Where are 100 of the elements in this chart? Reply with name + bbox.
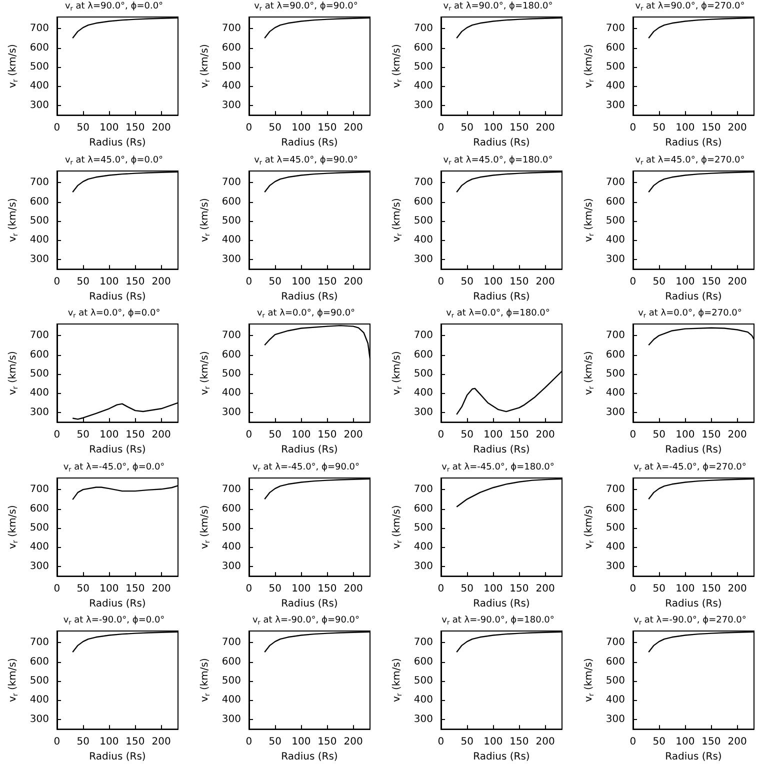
y-tick-label: 500 <box>222 522 241 534</box>
x-tick-label: 200 <box>152 736 171 748</box>
y-tick-label: 500 <box>30 368 49 380</box>
x-axis-title: Radius (Rs) <box>281 291 338 302</box>
x-tick-label: 50 <box>652 430 666 441</box>
x-tick-label: 150 <box>318 430 337 441</box>
x-tick-label: 50 <box>76 583 90 594</box>
y-tick-label: 700 <box>414 637 433 648</box>
x-axis-title: Radius (Rs) <box>665 752 722 763</box>
x-tick-label: 100 <box>100 430 119 441</box>
x-tick-label: 100 <box>100 122 119 134</box>
y-tick-label: 300 <box>414 100 433 111</box>
y-tick-label: 400 <box>30 542 49 553</box>
x-tick-label: 50 <box>76 430 90 441</box>
x-tick-label: 100 <box>676 122 695 134</box>
x-tick-label: 150 <box>318 276 337 288</box>
x-tick-label: 200 <box>344 583 363 594</box>
y-tick-label: 600 <box>30 656 49 668</box>
x-axis-title: Radius (Rs) <box>473 291 530 302</box>
x-tick-label: 200 <box>728 583 747 594</box>
x-axis-title: Radius (Rs) <box>473 138 530 148</box>
x-tick-label: 150 <box>318 736 337 748</box>
x-tick-label: 0 <box>630 583 636 594</box>
y-tick-label: 300 <box>30 254 49 265</box>
x-axis-title: Radius (Rs) <box>89 752 146 763</box>
x-axis-title: Radius (Rs) <box>89 291 146 302</box>
y-tick-label: 700 <box>606 637 625 648</box>
y-tick-label: 700 <box>222 176 241 188</box>
y-tick-label: 400 <box>222 234 241 246</box>
x-tick-label: 200 <box>536 430 555 441</box>
x-tick-label: 200 <box>728 430 747 441</box>
y-tick-label: 600 <box>30 196 49 207</box>
x-tick-label: 200 <box>152 276 171 288</box>
x-axis-title: Radius (Rs) <box>89 138 146 148</box>
x-axis-title: Radius (Rs) <box>665 291 722 302</box>
y-tick-label: 400 <box>606 80 625 92</box>
y-tick-label: 400 <box>414 234 433 246</box>
y-tick-label: 400 <box>30 234 49 246</box>
x-tick-label: 100 <box>676 430 695 441</box>
x-tick-label: 0 <box>246 276 252 288</box>
y-tick-label: 500 <box>30 62 49 73</box>
x-tick-label: 0 <box>438 430 444 441</box>
y-tick-label: 300 <box>222 100 241 111</box>
x-tick-label: 0 <box>54 736 60 748</box>
x-tick-label: 0 <box>54 583 60 594</box>
y-tick-label: 300 <box>30 407 49 418</box>
x-tick-label: 0 <box>246 583 252 594</box>
x-tick-label: 100 <box>484 736 503 748</box>
x-tick-label: 50 <box>460 122 474 134</box>
y-tick-label: 500 <box>30 522 49 534</box>
y-tick-label: 700 <box>414 23 433 34</box>
y-tick-label: 300 <box>606 560 625 572</box>
x-tick-label: 50 <box>652 736 666 748</box>
x-tick-label: 150 <box>126 583 145 594</box>
x-tick-label: 50 <box>460 430 474 441</box>
x-tick-label: 150 <box>702 430 721 441</box>
y-tick-label: 500 <box>222 676 241 687</box>
y-tick-label: 500 <box>414 368 433 380</box>
x-tick-label: 0 <box>54 122 60 134</box>
y-tick-label: 600 <box>606 503 625 514</box>
x-tick-label: 0 <box>246 122 252 134</box>
x-tick-label: 200 <box>344 276 363 288</box>
y-tick-label: 500 <box>30 676 49 687</box>
x-tick-label: 0 <box>630 736 636 748</box>
x-tick-label: 50 <box>268 430 282 441</box>
y-tick-label: 600 <box>414 349 433 360</box>
y-tick-label: 600 <box>414 196 433 207</box>
y-tick-label: 600 <box>30 42 49 54</box>
x-tick-label: 50 <box>268 736 282 748</box>
x-axis-title: Radius (Rs) <box>665 138 722 148</box>
x-axis-title: Radius (Rs) <box>281 752 338 763</box>
x-tick-label: 100 <box>676 583 695 594</box>
y-tick-label: 400 <box>222 695 241 706</box>
x-tick-label: 50 <box>652 276 666 288</box>
y-tick-label: 300 <box>414 407 433 418</box>
y-tick-label: 400 <box>30 695 49 706</box>
y-tick-label: 500 <box>30 215 49 226</box>
y-tick-label: 700 <box>30 176 49 188</box>
x-tick-label: 200 <box>152 583 171 594</box>
x-tick-label: 50 <box>76 122 90 134</box>
y-tick-label: 300 <box>222 560 241 572</box>
x-axis-title: Radius (Rs) <box>89 598 146 610</box>
y-tick-label: 300 <box>606 714 625 726</box>
y-tick-label: 600 <box>222 196 241 207</box>
y-tick-label: 600 <box>414 656 433 668</box>
y-tick-label: 700 <box>30 637 49 648</box>
y-tick-label: 500 <box>414 215 433 226</box>
y-tick-label: 500 <box>606 62 625 73</box>
y-tick-label: 600 <box>30 349 49 360</box>
x-tick-label: 50 <box>76 736 90 748</box>
y-tick-label: 600 <box>222 349 241 360</box>
x-tick-label: 50 <box>652 122 666 134</box>
y-tick-label: 300 <box>30 100 49 111</box>
x-tick-label: 50 <box>268 122 282 134</box>
y-tick-label: 600 <box>606 656 625 668</box>
x-tick-label: 150 <box>510 122 529 134</box>
x-tick-label: 0 <box>630 430 636 441</box>
x-tick-label: 100 <box>292 430 311 441</box>
y-tick-label: 600 <box>414 42 433 54</box>
y-tick-label: 500 <box>414 676 433 687</box>
